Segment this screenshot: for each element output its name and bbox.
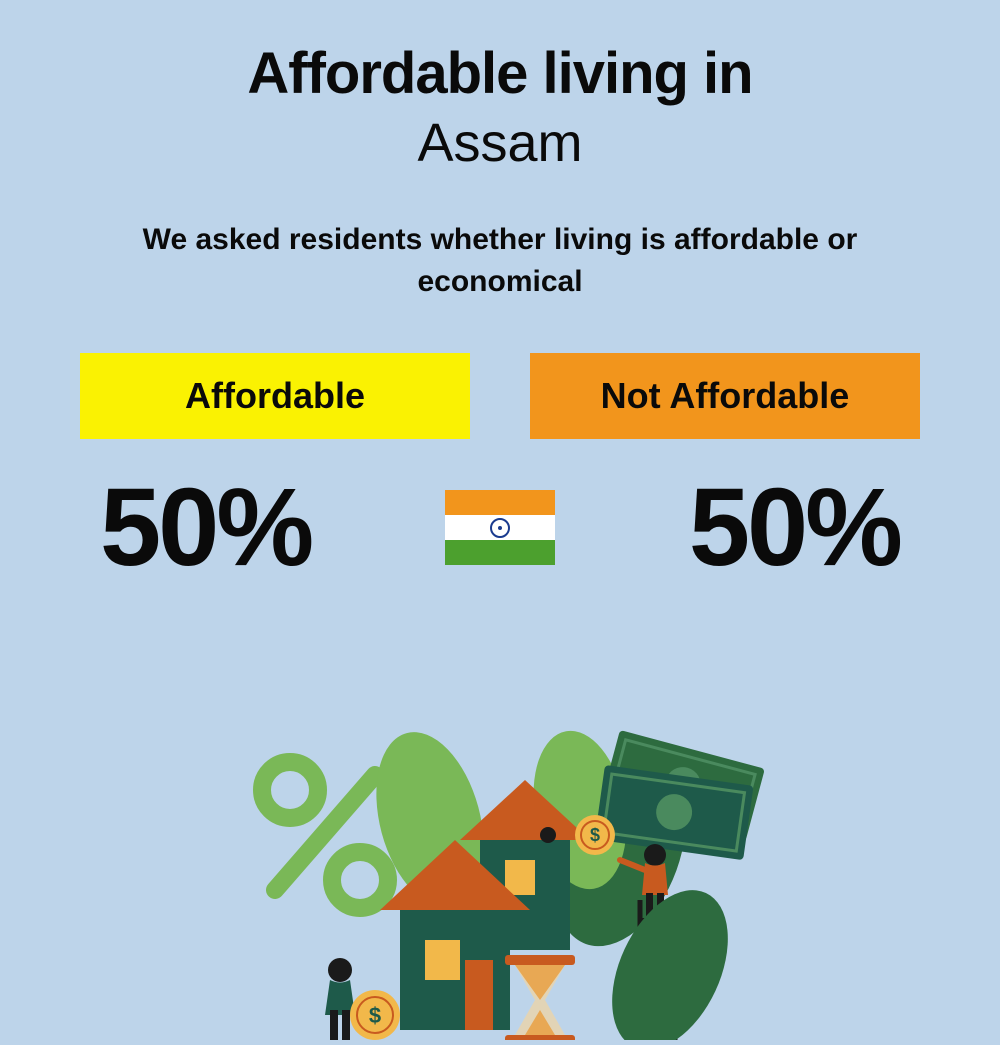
title-line1: Affordable living in [60,40,940,107]
not-affordable-label: Not Affordable [530,353,920,439]
person-coin-icon: $ [325,958,400,1040]
india-flag-icon [445,490,555,565]
affordable-value: 50% [100,464,311,591]
flag-saffron-stripe [445,490,555,515]
labels-row: Affordable Not Affordable [60,353,940,439]
svg-text:$: $ [590,825,600,845]
flag-white-stripe [445,515,555,540]
flag-green-stripe [445,540,555,565]
affordable-label: Affordable [80,353,470,439]
title-line2: Assam [60,112,940,174]
svg-text:$: $ [369,1003,381,1028]
housing-illustration: $ $ [200,690,800,1040]
not-affordable-value: 50% [689,464,900,591]
hourglass-icon [505,955,575,1040]
subtitle-text: We asked residents whether living is aff… [60,219,940,303]
coin-icon: $ [575,815,615,855]
percent-icon [262,762,388,908]
flag-chakra-icon [490,518,510,538]
values-row: 50% 50% [60,464,940,591]
